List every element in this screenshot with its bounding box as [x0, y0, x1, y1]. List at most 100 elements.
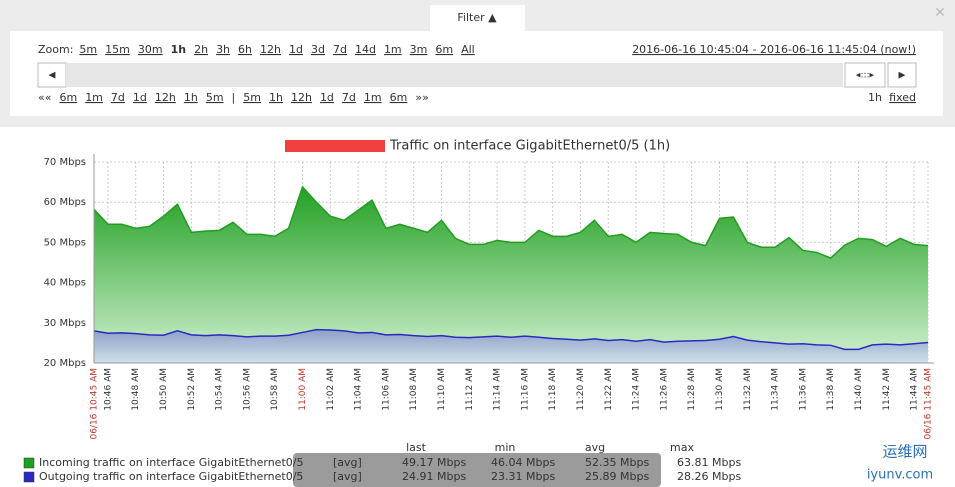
legend-stat: 24.91 Mbps	[402, 470, 466, 483]
x-tick-label: 11:22 AM	[604, 368, 614, 411]
scroll-handle[interactable]	[844, 62, 886, 88]
zoom-link[interactable]: 3d	[311, 43, 325, 56]
zoom-link[interactable]: 15m	[105, 43, 130, 56]
scroll-left-icon[interactable]: ◀	[49, 71, 56, 81]
legend-column: min	[495, 441, 516, 454]
zoom-link[interactable]: 2h	[194, 43, 208, 56]
nav-forward-link[interactable]: »»	[415, 91, 428, 104]
scroll-handle-icon[interactable]: ◂:::▸	[856, 71, 875, 81]
legend-name: Outgoing traffic on interface GigabitEth…	[39, 470, 303, 483]
nav-forward-link[interactable]: 1d	[320, 91, 334, 104]
zoom-link[interactable]: 12h	[260, 43, 281, 56]
x-tick-label: 10:50 AM	[159, 368, 169, 411]
x-tick-label: 11:02 AM	[326, 368, 336, 411]
x-tick-label: 10:58 AM	[270, 368, 280, 411]
legend-stat: 49.17 Mbps	[402, 456, 466, 469]
zoom-label: Zoom:	[38, 43, 73, 56]
nav-back-link[interactable]: 5m	[206, 91, 224, 104]
nav-back-link[interactable]: 1h	[184, 91, 198, 104]
zoom-link[interactable]: 3m	[410, 43, 428, 56]
x-tick-label: 11:30 AM	[715, 368, 725, 411]
legend-stat: 46.04 Mbps	[491, 456, 555, 469]
nav-back-link[interactable]: 1m	[85, 91, 103, 104]
x-tick-label: 11:36 AM	[798, 368, 808, 411]
x-tick-label: 11:26 AM	[659, 368, 669, 411]
y-tick-label: 70 Mbps	[44, 157, 86, 168]
x-tick-label: 11:16 AM	[520, 368, 530, 411]
x-tick-label: 11:14 AM	[493, 368, 503, 411]
close-icon[interactable]: ✕	[934, 5, 946, 21]
scroll-track[interactable]	[66, 63, 843, 87]
period-length: 1h	[868, 91, 882, 104]
scroll-right-icon[interactable]: ▶	[899, 71, 906, 81]
y-tick-label: 60 Mbps	[44, 197, 86, 208]
x-tick-label: 11:24 AM	[632, 368, 642, 411]
x-tick-label: 10:52 AM	[187, 368, 197, 411]
legend-column: max	[670, 441, 694, 454]
period-mode[interactable]: fixed	[889, 91, 916, 104]
nav-separator: |	[232, 91, 236, 104]
legend-name: Incoming traffic on interface GigabitEth…	[39, 456, 303, 469]
legend-stat: 63.81 Mbps	[677, 456, 741, 469]
zoom-link[interactable]: 1h	[171, 43, 187, 56]
nav-forward-link[interactable]: 5m	[243, 91, 261, 104]
zoom-link[interactable]: 1m	[384, 43, 402, 56]
x-tick-label: 11:32 AM	[743, 368, 753, 411]
y-tick-label: 30 Mbps	[44, 318, 86, 329]
legend-function: [avg]	[333, 456, 362, 469]
y-tick-label: 40 Mbps	[44, 278, 86, 289]
period[interactable]: 2016-06-16 10:45:04 - 2016-06-16 11:45:0…	[632, 43, 916, 56]
x-tick-label: 11:40 AM	[854, 368, 864, 411]
x-tick-label: 11:12 AM	[465, 368, 475, 411]
x-tick-label: 11:44 AM	[910, 368, 920, 411]
filter-tab-label[interactable]: Filter ▲	[457, 11, 497, 24]
legend-function: [avg]	[333, 470, 362, 483]
x-tick-label: 11:20 AM	[576, 368, 586, 411]
x-tick-label: 11:34 AM	[771, 368, 781, 411]
legend-stat: 25.89 Mbps	[585, 470, 649, 483]
legend-swatch	[23, 471, 35, 483]
chart-title: Traffic on interface GigabitEthernet0/5 …	[389, 139, 670, 154]
x-tick-label: 11:06 AM	[381, 368, 391, 411]
x-tick-label: 11:00 AM	[298, 368, 308, 411]
x-tick-label: 11:18 AM	[548, 368, 558, 411]
zoom-link[interactable]: 1d	[289, 43, 303, 56]
nav-forward-link[interactable]: 7d	[342, 91, 356, 104]
legend-column: last	[406, 441, 427, 454]
nav-back-link[interactable]: 12h	[155, 91, 176, 104]
zoom-link[interactable]: 7d	[333, 43, 347, 56]
nav-back-link[interactable]: ««	[38, 91, 51, 104]
watermark: iyunv.com	[867, 468, 933, 483]
nav-forward-link[interactable]: 12h	[291, 91, 312, 104]
area	[94, 186, 928, 363]
filter-tab[interactable]	[430, 5, 525, 31]
nav-back-link[interactable]: 6m	[59, 91, 77, 104]
scroll-right[interactable]	[887, 62, 917, 88]
legend-swatch	[23, 457, 35, 469]
x-tick-label: 10:54 AM	[215, 368, 225, 411]
nav-forward-link[interactable]: 1m	[364, 91, 382, 104]
nav-forward-link[interactable]: 6m	[390, 91, 408, 104]
zoom-link[interactable]: 3h	[216, 43, 230, 56]
zoom-link[interactable]: 14d	[355, 43, 376, 56]
zoom-link[interactable]: 5m	[79, 43, 97, 56]
nav-back-link[interactable]: 1d	[133, 91, 147, 104]
x-tick-label: 11:04 AM	[354, 368, 364, 411]
y-tick-label: 20 Mbps	[44, 358, 86, 369]
redacted	[285, 140, 385, 152]
zoom-link[interactable]: 6h	[238, 43, 252, 56]
zoom-link[interactable]: 6m	[435, 43, 453, 56]
x-tick-label: 10:48 AM	[131, 368, 141, 411]
nav-back-link[interactable]: 7d	[111, 91, 125, 104]
nav-forward-link[interactable]: 1h	[269, 91, 283, 104]
viewer-toolbar[interactable]	[293, 453, 661, 487]
x-tick-label: 11:10 AM	[437, 368, 447, 411]
legend-stat: 52.35 Mbps	[585, 456, 649, 469]
line	[93, 328, 929, 351]
zoom-link[interactable]: All	[461, 43, 475, 56]
x-tick-label: 06/16 11:45 AM	[924, 368, 934, 440]
zoom-link[interactable]: 30m	[138, 43, 163, 56]
x-tick-label: 11:38 AM	[826, 368, 836, 411]
x-tick-label: 11:28 AM	[687, 368, 697, 411]
